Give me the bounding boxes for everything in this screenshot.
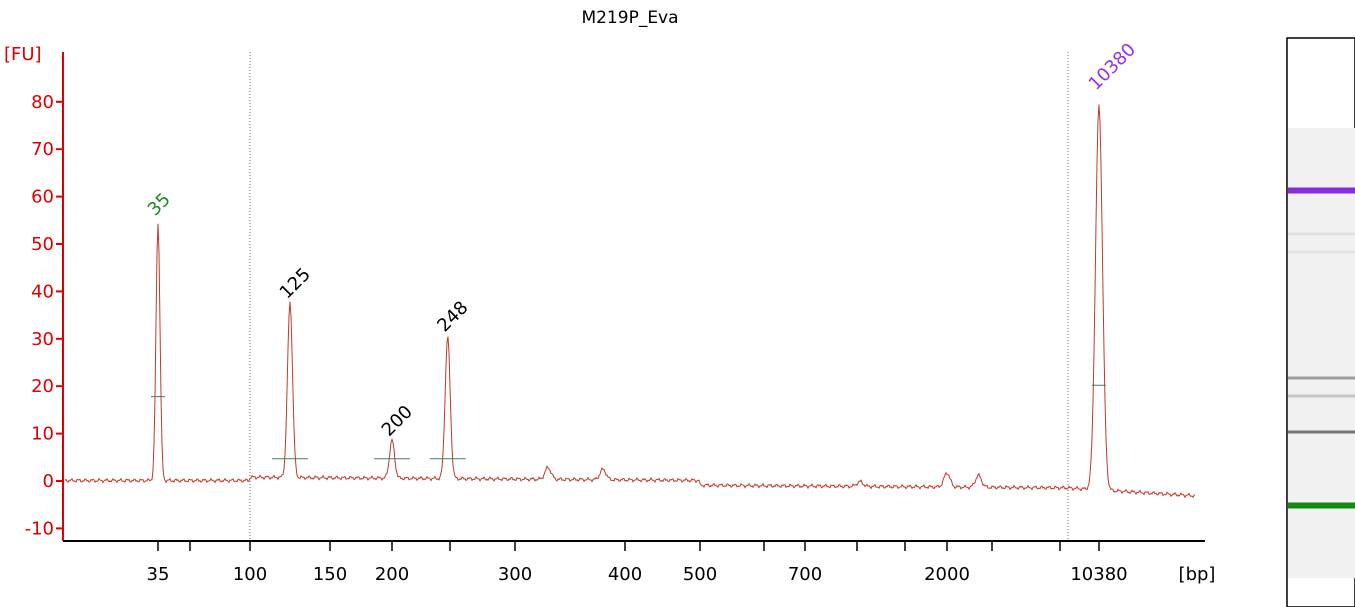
x-axis-label: [bp] <box>1179 564 1216 585</box>
x-tick-label: 150 <box>313 564 347 585</box>
y-tick-label: 70 <box>31 139 54 160</box>
y-tick-label: 80 <box>31 92 54 113</box>
trace-line <box>64 104 1196 499</box>
plot-area: -10 0 10 20 30 40 50 60 70 80 35 100 150 200 300 400 500… <box>25 39 1205 585</box>
gel-band <box>1288 232 1355 236</box>
gel-band <box>1288 187 1355 194</box>
x-tick-label: 200 <box>375 564 409 585</box>
x-tick-label: 400 <box>608 564 642 585</box>
peak-label: 125 <box>276 264 315 303</box>
x-tick-label: 500 <box>683 564 717 585</box>
gel-lane <box>1286 37 1355 607</box>
x-tick-label: 700 <box>788 564 822 585</box>
y-tick-label: 40 <box>31 281 54 302</box>
gel-band <box>1288 250 1355 254</box>
y-tick-label: 0 <box>43 471 54 492</box>
y-tick-label: -10 <box>25 518 54 539</box>
gel-band <box>1288 376 1355 380</box>
gel-band <box>1288 430 1355 434</box>
chart-title: M219P_Eva <box>581 8 678 28</box>
peak-label: 35 <box>144 189 175 220</box>
x-tick-label: 35 <box>147 564 170 585</box>
x-tick-label: 10380 <box>1070 564 1127 585</box>
y-tick-label: 20 <box>31 376 54 397</box>
x-tick-label: 300 <box>498 564 532 585</box>
peak-label: 200 <box>378 401 417 440</box>
x-tick-label: 2000 <box>924 564 970 585</box>
y-tick-label: 30 <box>31 329 54 350</box>
gel-band <box>1288 502 1355 509</box>
y-axis-label: [FU] <box>4 44 42 65</box>
y-tick-label: 10 <box>31 424 54 445</box>
peak-label: 248 <box>433 297 472 336</box>
gel-background <box>1288 128 1355 578</box>
y-tick-label: 50 <box>31 234 54 255</box>
peak-label: 10380 <box>1085 39 1140 94</box>
gel-band <box>1288 394 1355 398</box>
x-tick-label: 100 <box>233 564 267 585</box>
y-tick-label: 60 <box>31 187 54 208</box>
